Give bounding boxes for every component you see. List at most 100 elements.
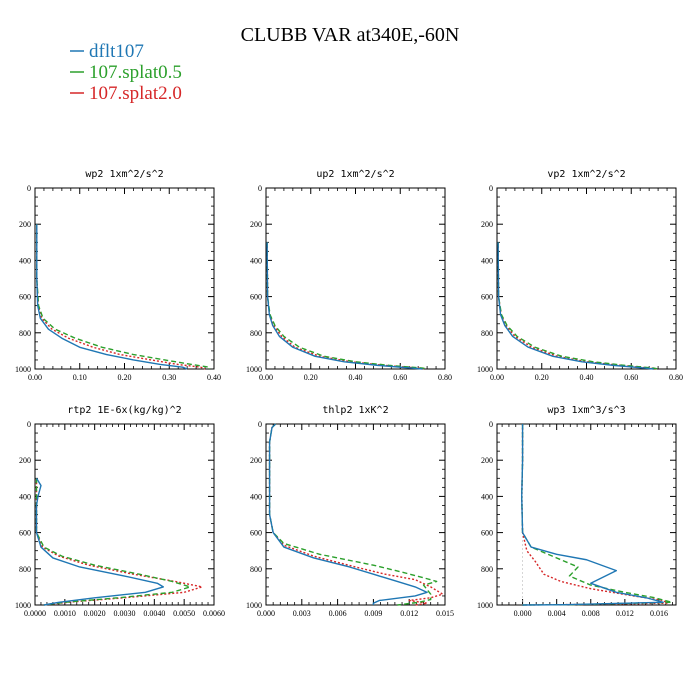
x-tick-label: 0.80 — [438, 373, 452, 382]
y-tick-label: 400 — [481, 256, 493, 265]
x-tick-label: 0.30 — [162, 373, 176, 382]
y-tick-label: 800 — [19, 329, 31, 338]
panel-5: wp3 1xm^3/s^3 0 200 400 600 800 1000 0.000 0.004… — [477, 405, 677, 618]
x-tick-label: 0.00 — [28, 373, 42, 382]
y-tick-label: 1000 — [477, 365, 493, 374]
y-tick-label: 200 — [19, 456, 31, 465]
y-tick-label: 0 — [258, 420, 262, 429]
panel-3: rtp2 1E-6x(kg/kg)^2020040060080010000.00… — [15, 405, 225, 618]
y-tick-label: 200 — [250, 220, 262, 229]
y-tick-label: 400 — [19, 256, 31, 265]
y-tick-label: 1000 — [477, 601, 493, 610]
panel-frame-4 — [265, 423, 446, 606]
y-tick-label: 800 — [481, 565, 493, 574]
x-tick-label: 0.0010 — [54, 609, 76, 618]
series-line-107.splat2.0 — [497, 242, 656, 370]
x-tick-label: 0.012 — [616, 609, 634, 618]
x-tick-label: 0.0000 — [24, 609, 46, 618]
x-tick-label: 0.009 — [364, 609, 382, 618]
x-tick-label: 0.004 — [548, 609, 566, 618]
panel-title-0: wp2 1xm^2/s^2 — [85, 169, 163, 180]
y-tick-label: 200 — [481, 220, 493, 229]
y-tick-label: 1000 — [246, 601, 262, 610]
y-tick-label: 800 — [19, 565, 31, 574]
x-tick-label: 0.003 — [293, 609, 311, 618]
panel-title-5: wp3 1xm^3/s^3 — [547, 405, 625, 416]
x-tick-label: 0.0050 — [173, 609, 195, 618]
panel-title-3: rtp2 1E-6x(kg/kg)^2 — [67, 405, 181, 416]
y-tick-label: 600 — [250, 293, 262, 302]
series-line-107.splat0.5 — [497, 242, 659, 370]
series-line-dflt107 — [521, 424, 664, 606]
panel-title-4: thlp2 1xK^2 — [322, 405, 388, 416]
x-tick-label: 0.000 — [257, 609, 275, 618]
x-tick-label: 0.20 — [118, 373, 132, 382]
panel-frame-5 — [496, 423, 677, 606]
series-line-dflt107 — [36, 224, 188, 370]
x-tick-label: 0.0060 — [203, 609, 225, 618]
x-tick-label: 0.40 — [349, 373, 363, 382]
panel-frame-3 — [34, 423, 215, 606]
x-tick-label: 0.80 — [669, 373, 683, 382]
series-line-107.splat2.0 — [35, 478, 203, 606]
y-tick-label: 600 — [250, 529, 262, 538]
y-tick-label: 600 — [19, 529, 31, 538]
y-tick-label: 200 — [250, 456, 262, 465]
y-tick-label: 0 — [27, 420, 31, 429]
x-tick-label: 0.40 — [207, 373, 221, 382]
legend-label-1: 107.splat0.5 — [89, 62, 182, 83]
figure-title: CLUBB VAR at340E,-60N — [241, 24, 460, 46]
y-tick-label: 0 — [489, 420, 493, 429]
y-tick-label: 800 — [481, 329, 493, 338]
y-tick-label: 600 — [481, 529, 493, 538]
x-tick-label: 0.00 — [490, 373, 504, 382]
series-line-dflt107 — [497, 242, 654, 370]
legend-label-2: 107.splat2.0 — [89, 83, 182, 104]
y-tick-label: 400 — [19, 492, 31, 501]
series-line-107.splat2.0 — [266, 242, 425, 370]
series-line-107.splat2.0 — [36, 224, 206, 370]
series-line-107.splat2.0 — [268, 423, 444, 606]
series-line-dflt107 — [266, 242, 423, 370]
series-line-dflt107 — [268, 423, 428, 605]
x-tick-label: 0.008 — [582, 609, 600, 618]
x-tick-label: 0.012 — [400, 609, 418, 618]
y-tick-label: 1000 — [15, 601, 31, 610]
y-tick-label: 600 — [481, 293, 493, 302]
series-line-107.splat2.0 — [521, 424, 669, 606]
y-tick-label: 200 — [481, 456, 493, 465]
series-line-107.splat0.5 — [521, 424, 673, 606]
x-tick-label: 0.40 — [580, 373, 594, 382]
series-line-107.splat0.5 — [268, 423, 438, 606]
x-tick-label: 0.20 — [304, 373, 318, 382]
y-tick-label: 1000 — [15, 365, 31, 374]
x-tick-label: 0.60 — [393, 373, 407, 382]
x-tick-label: 0.0030 — [114, 609, 136, 618]
y-tick-label: 0 — [489, 184, 493, 193]
y-tick-label: 200 — [19, 220, 31, 229]
series-line-107.splat0.5 — [35, 478, 191, 606]
x-tick-label: 0.10 — [73, 373, 87, 382]
y-tick-label: 0 — [258, 184, 262, 193]
panel-title-1: up2 1xm^2/s^2 — [316, 169, 394, 180]
x-tick-label: 0.006 — [329, 609, 347, 618]
x-tick-label: 0.016 — [650, 609, 668, 618]
legend-label-0: dflt107 — [89, 41, 144, 62]
x-tick-label: 0.0020 — [84, 609, 106, 618]
y-tick-label: 0 — [27, 184, 31, 193]
panel-title-2: vp2 1xm^2/s^2 — [547, 169, 625, 180]
y-tick-label: 800 — [250, 565, 262, 574]
x-tick-label: 0.60 — [624, 373, 638, 382]
y-tick-label: 1000 — [246, 365, 262, 374]
y-tick-label: 400 — [481, 492, 493, 501]
x-tick-label: 0.0040 — [143, 609, 165, 618]
x-tick-label: 0.015 — [436, 609, 454, 618]
series-line-107.splat0.5 — [36, 224, 211, 369]
